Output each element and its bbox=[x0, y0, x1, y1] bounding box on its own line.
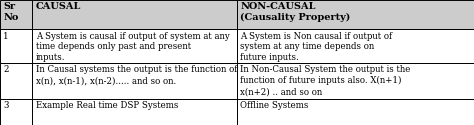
Text: A System is Non causal if output of
system at any time depends on
future inputs.: A System is Non causal if output of syst… bbox=[240, 32, 392, 62]
Bar bbox=[237, 63, 474, 99]
Bar bbox=[237, 99, 474, 125]
Text: Sr
No: Sr No bbox=[3, 2, 18, 22]
Text: A System is causal if output of system at any
time depends only past and present: A System is causal if output of system a… bbox=[36, 32, 229, 62]
Bar bbox=[32, 63, 237, 99]
Bar bbox=[0, 63, 32, 99]
Bar bbox=[32, 29, 237, 63]
Text: Offline Systems: Offline Systems bbox=[240, 101, 309, 110]
Bar bbox=[237, 29, 474, 63]
Text: 2: 2 bbox=[3, 65, 9, 74]
Text: CAUSAL: CAUSAL bbox=[36, 2, 81, 11]
Bar bbox=[237, 0, 474, 29]
Text: In Causal systems the output is the function of
x(n), x(n-1), x(n-2)..... and so: In Causal systems the output is the func… bbox=[36, 65, 237, 85]
Bar bbox=[32, 99, 237, 125]
Text: Example Real time DSP Systems: Example Real time DSP Systems bbox=[36, 101, 178, 110]
Text: In Non-Causal System the output is the
function of future inputs also. X(n+1)
x(: In Non-Causal System the output is the f… bbox=[240, 65, 410, 96]
Bar bbox=[32, 0, 237, 29]
Text: 1: 1 bbox=[3, 32, 9, 41]
Text: NON-CAUSAL
(Causality Property): NON-CAUSAL (Causality Property) bbox=[240, 2, 351, 22]
Bar bbox=[0, 99, 32, 125]
Text: 3: 3 bbox=[3, 101, 9, 110]
Bar bbox=[0, 0, 32, 29]
Bar bbox=[0, 29, 32, 63]
